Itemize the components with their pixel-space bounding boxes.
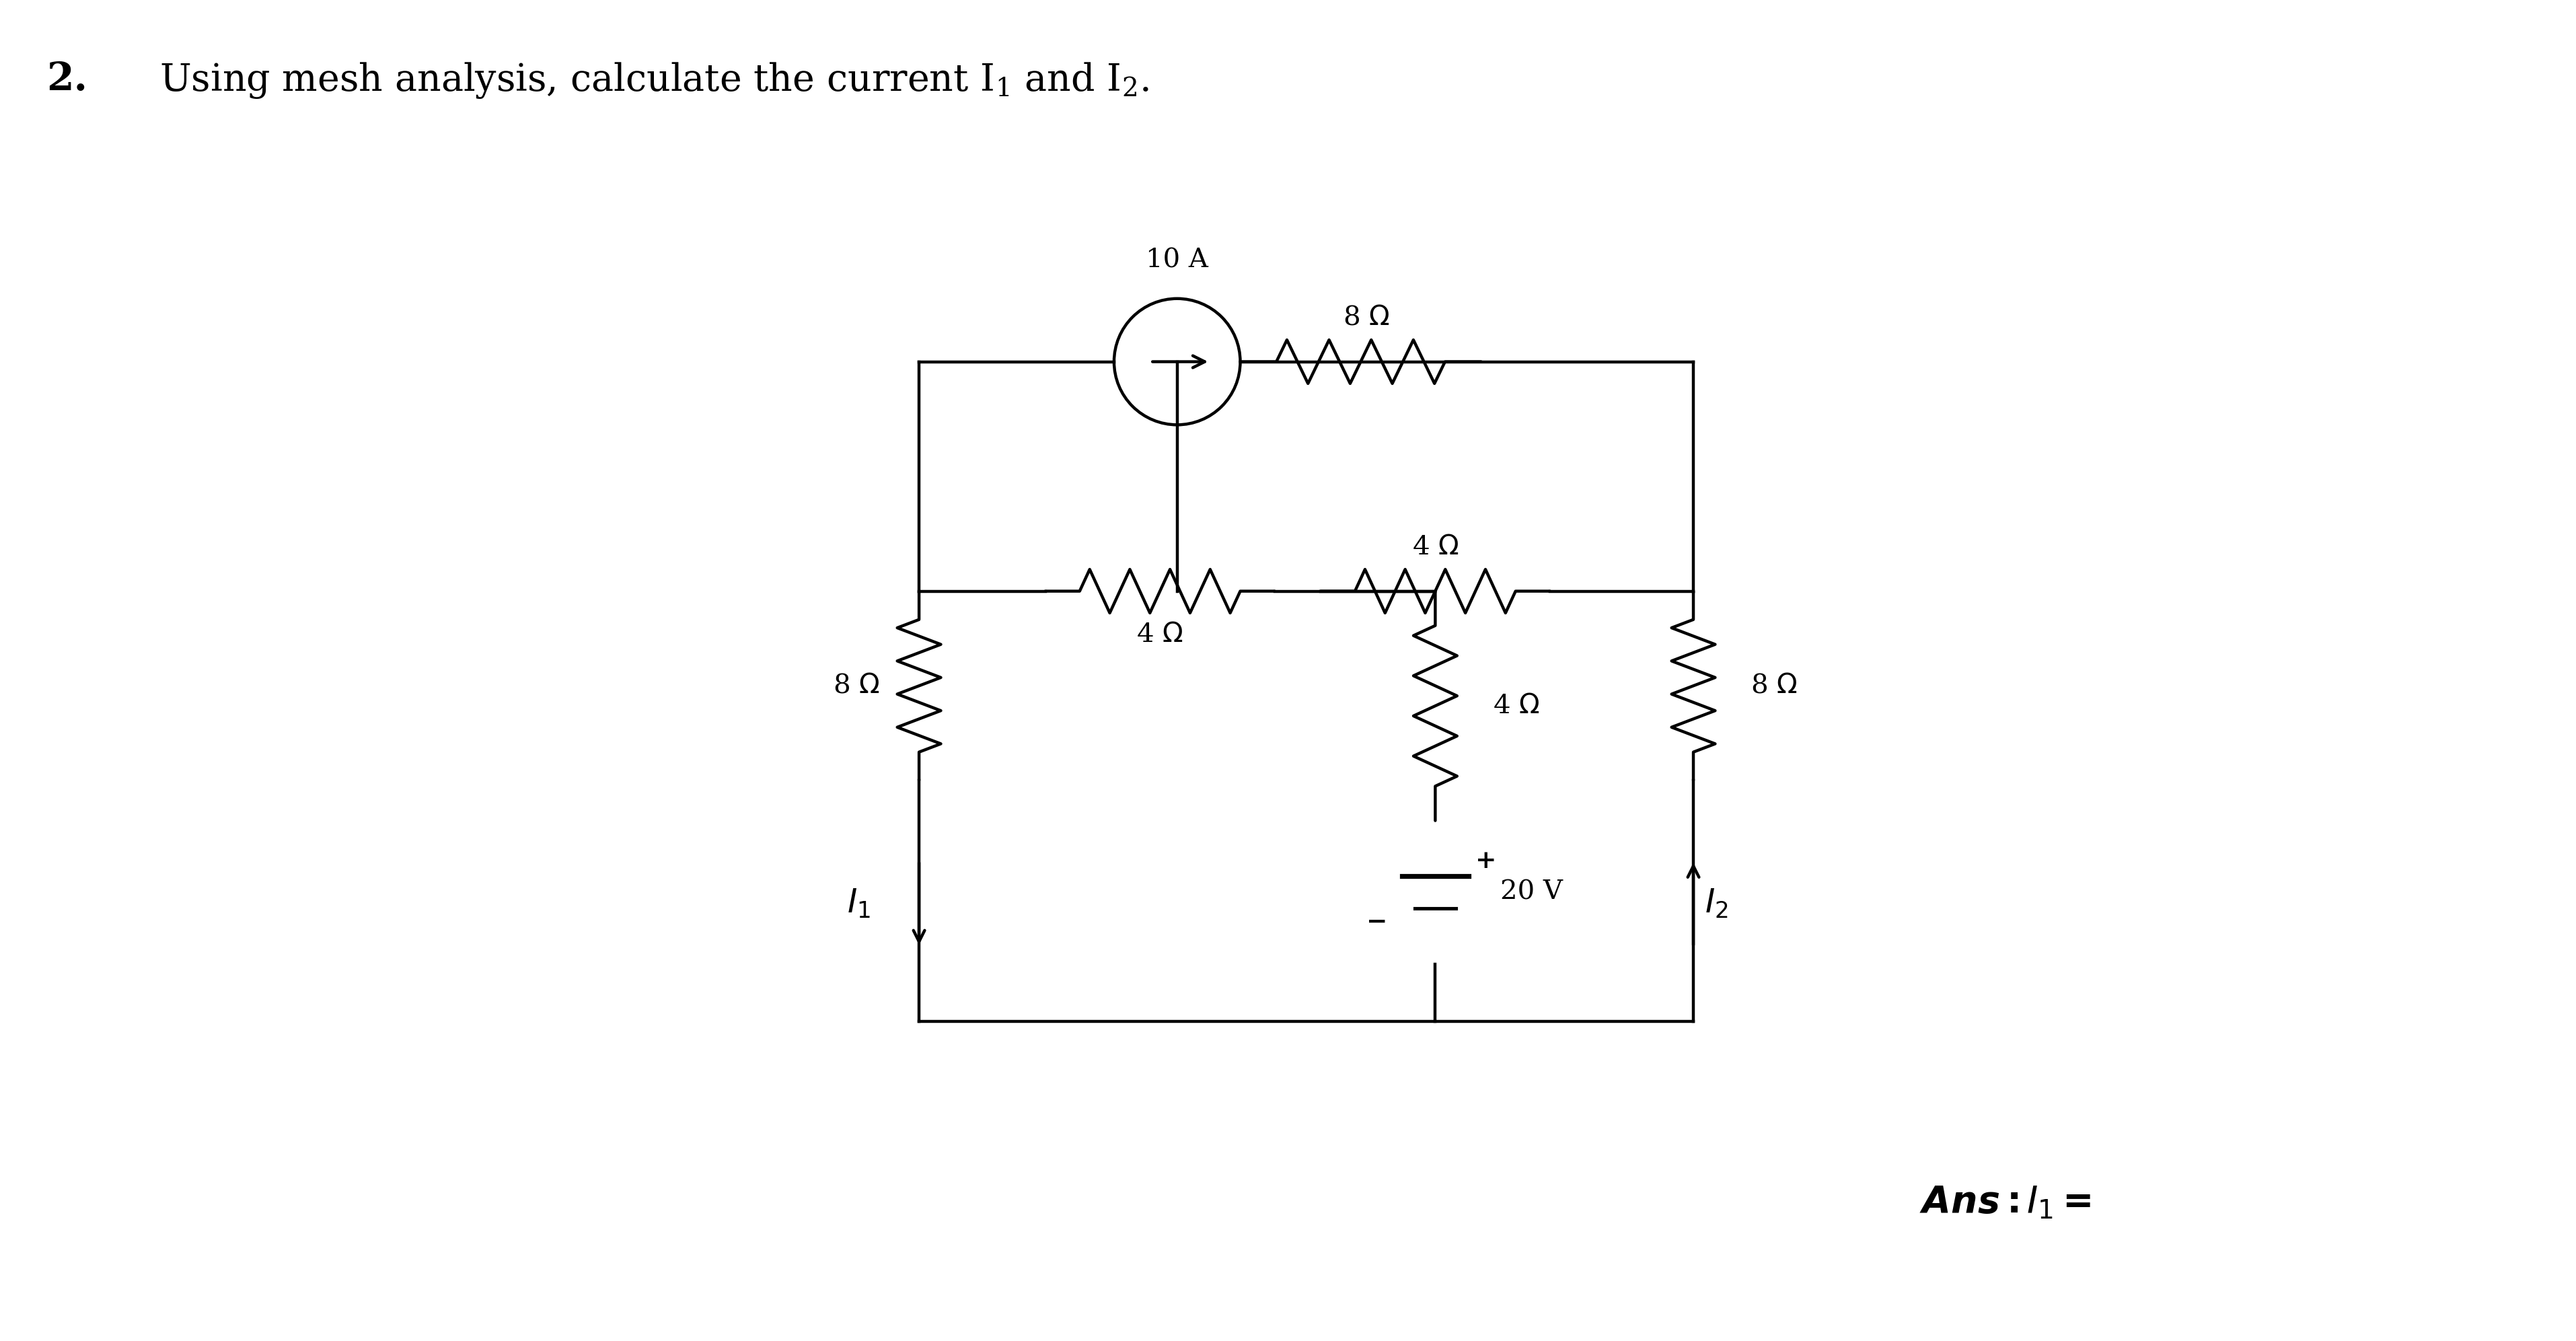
Text: Using mesh analysis, calculate the current $\mathregular{I_1}$ and $\mathregular: Using mesh analysis, calculate the curre… <box>160 60 1149 101</box>
Text: 4 $\Omega$: 4 $\Omega$ <box>1136 622 1182 648</box>
Text: 10 A: 10 A <box>1146 248 1208 272</box>
Text: $I_1$: $I_1$ <box>848 888 871 920</box>
Text: −: − <box>1365 909 1388 935</box>
Text: $\boldsymbol{Ans}$$\boldsymbol{: I_1 =}$: $\boldsymbol{Ans}$$\boldsymbol{: I_1 =}$ <box>1919 1184 2092 1220</box>
Text: 8 $\Omega$: 8 $\Omega$ <box>1342 306 1388 330</box>
Text: 4 $\Omega$: 4 $\Omega$ <box>1492 693 1538 719</box>
Text: 4 $\Omega$: 4 $\Omega$ <box>1412 535 1458 559</box>
Text: $I_2$: $I_2$ <box>1705 888 1728 920</box>
Text: 8 $\Omega$: 8 $\Omega$ <box>832 673 878 699</box>
Text: 2.: 2. <box>46 60 88 98</box>
Text: 8 $\Omega$: 8 $\Omega$ <box>1749 673 1798 699</box>
Text: 20 V: 20 V <box>1499 880 1561 905</box>
Text: +: + <box>1476 849 1497 873</box>
